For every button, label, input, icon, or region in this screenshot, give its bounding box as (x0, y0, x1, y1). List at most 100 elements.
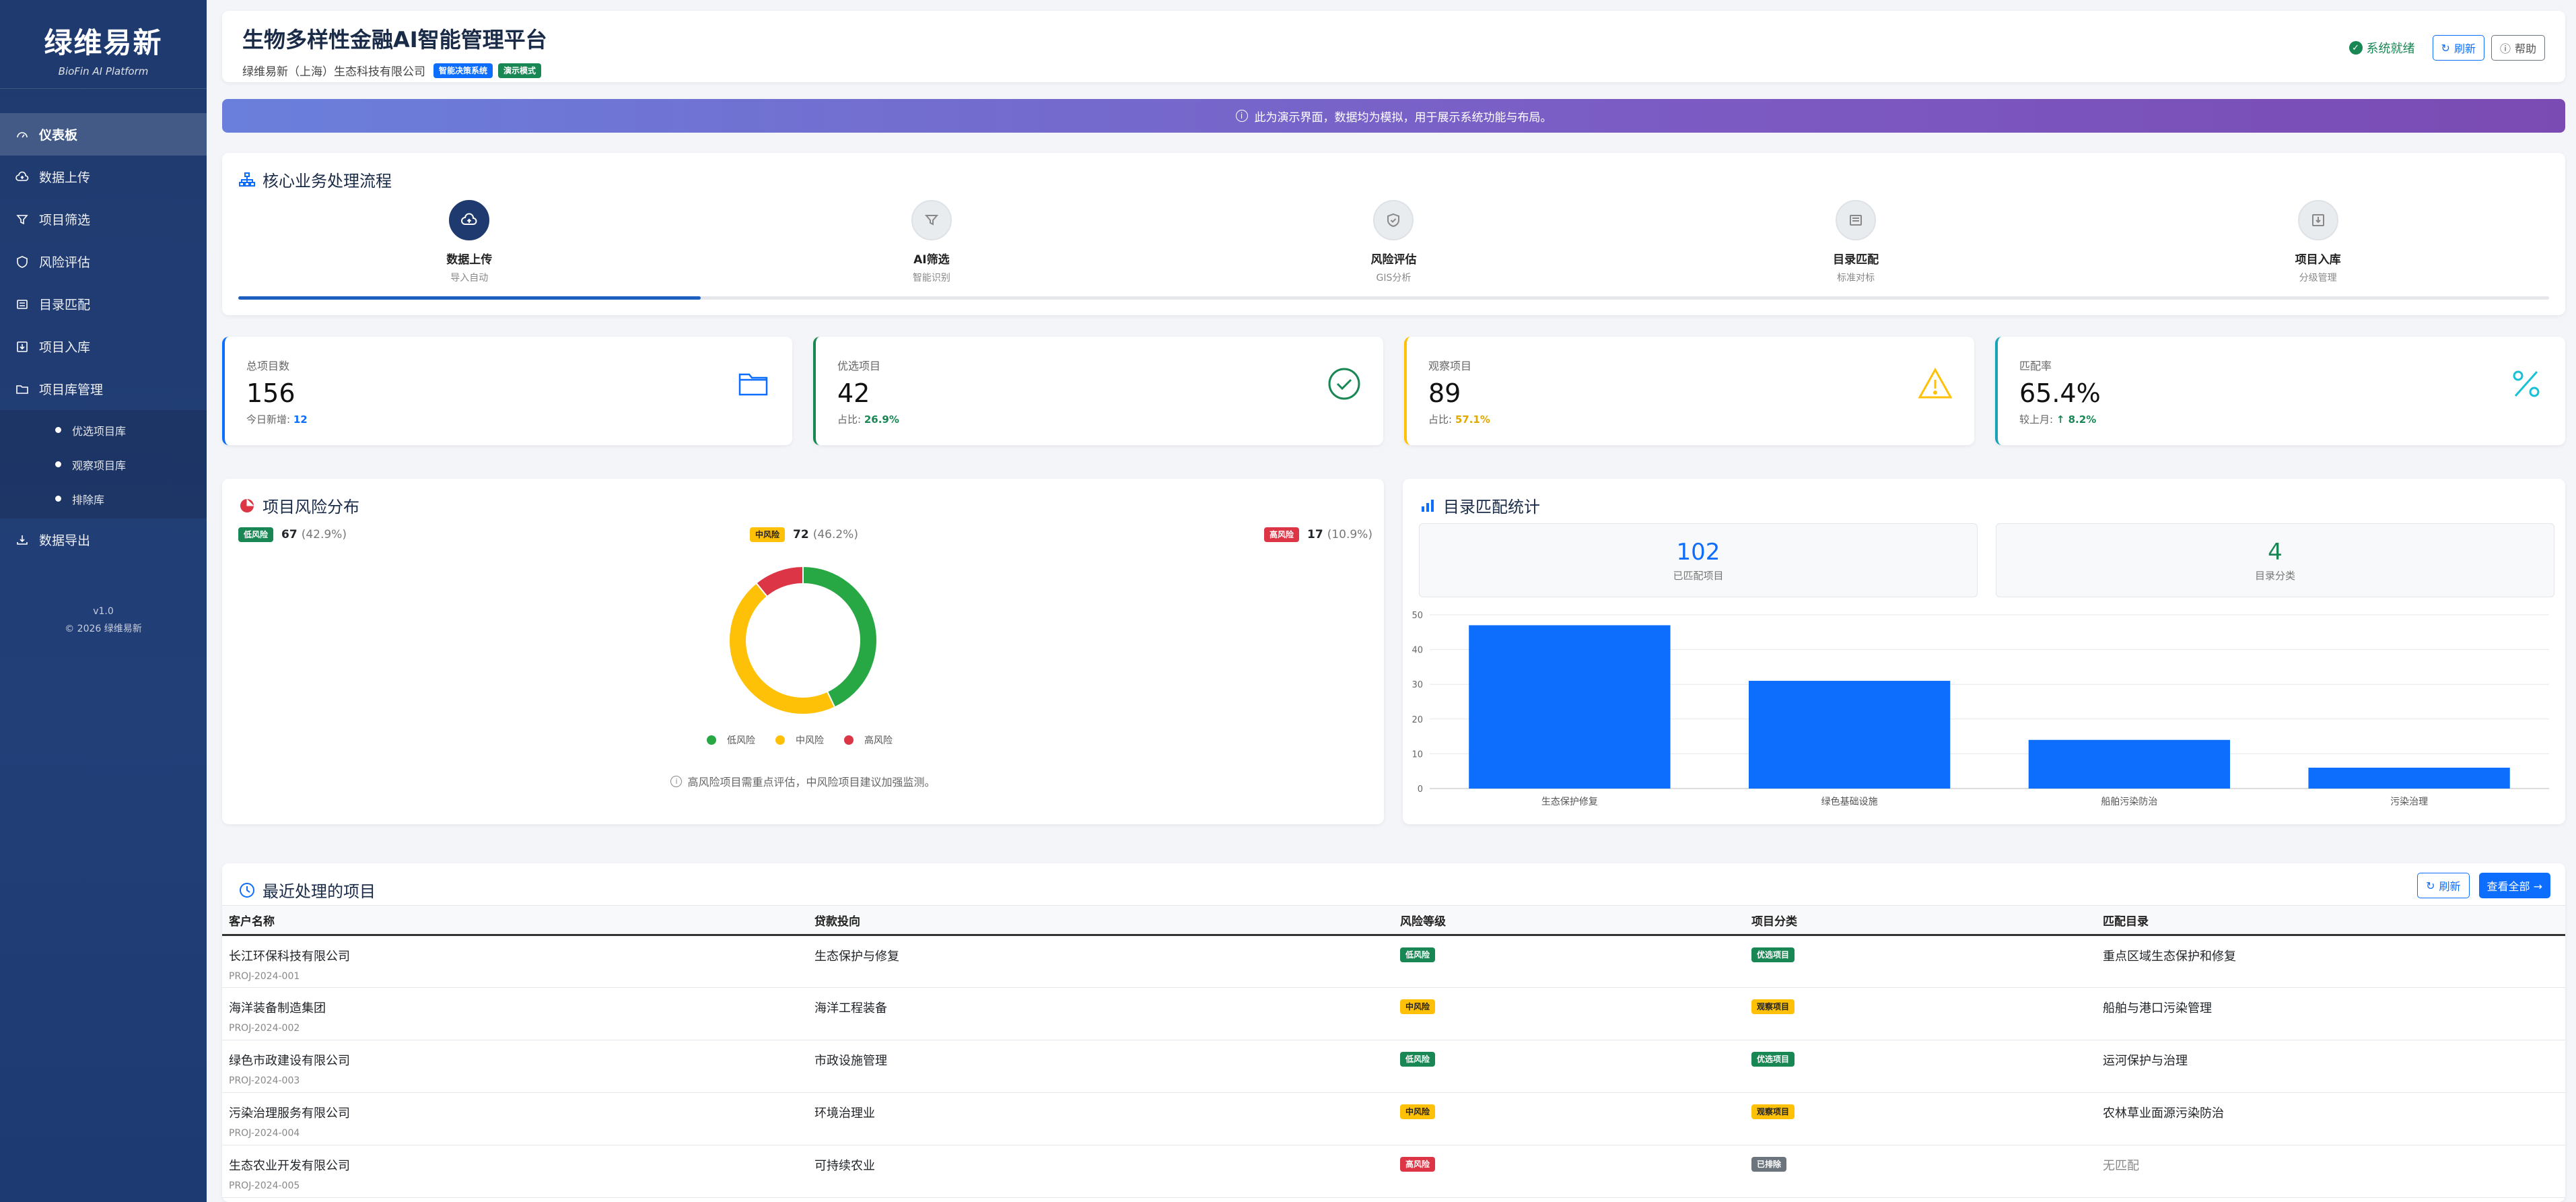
system-status: ✓ 系统就绪 (2348, 39, 2415, 57)
matched-projects-box: 102 已匹配项目 (1419, 523, 1978, 597)
step-desc: 智能识别 (912, 273, 950, 283)
status-text: 系统就绪 (2366, 42, 2415, 56)
sidebar-subnav: 优选项目库 观察项目库 排除库 (0, 410, 207, 519)
check-circle-icon (1328, 368, 1360, 400)
stat-note-prefix: 占比: (837, 413, 864, 426)
help-button[interactable]: ⓘ 帮助 (2491, 35, 2545, 61)
stat-card-preferred: 优选项目 42 占比: 26.9% (813, 337, 1383, 445)
header-actions: ✓ 系统就绪 ↻ 刷新 ⓘ 帮助 (2348, 35, 2545, 61)
help-label: 帮助 (2514, 42, 2536, 55)
refresh-button[interactable]: ↻ 刷新 (2432, 35, 2484, 61)
recent-projects-table: 客户名称 贷款投向 风险等级 项目分类 匹配目录 长江环保科技有限公司 PROJ-… (222, 905, 2565, 1198)
client-name[interactable]: 生态农业开发有限公司 (229, 1159, 350, 1173)
bar-1[interactable] (1748, 681, 1951, 789)
step-ai-filter[interactable]: AI筛选 智能识别 (701, 200, 1163, 284)
sitemap-icon (239, 172, 255, 187)
cell-client: 绿色市政建设有限公司 PROJ-2024-003 (222, 1040, 808, 1093)
step-risk[interactable]: 风险评估 GIS分析 (1162, 200, 1625, 284)
risk-note: i 高风险项目需重点评估，中风险项目建议加强监测。 (222, 773, 1384, 789)
donut-slice-0[interactable] (802, 565, 878, 708)
column-header[interactable]: 客户名称 (222, 905, 808, 936)
bullet-icon (55, 496, 61, 502)
y-tick-label: 30 (1412, 680, 1423, 690)
sidebar-subitem-preferred[interactable]: 优选项目库 (0, 413, 207, 447)
client-name[interactable]: 绿色市政建设有限公司 (229, 1054, 350, 1068)
stat-card-watch: 观察项目 89 占比: 57.1% (1404, 337, 1974, 445)
cell-category: 观察项目 (1745, 1092, 2096, 1145)
cell-category: 优选项目 (1745, 1040, 2096, 1093)
step-match[interactable]: 目录匹配 标准对标 (1625, 200, 2087, 284)
sidebar-subitem-excluded[interactable]: 排除库 (0, 481, 207, 516)
list-icon (15, 297, 30, 312)
table-row[interactable]: 长江环保科技有限公司 PROJ-2024-001 生态保护与修复 低风险 优选项目 重点区… (222, 935, 2565, 988)
y-tick-label: 10 (1412, 749, 1423, 760)
sidebar-item-filter[interactable]: 项目筛选 (0, 198, 207, 240)
sidebar-item-upload[interactable]: 数据上传 (0, 156, 207, 198)
client-name[interactable]: 海洋装备制造集团 (229, 1001, 326, 1015)
donut-slice-2[interactable] (755, 565, 804, 598)
table-row[interactable]: 生态农业开发有限公司 PROJ-2024-005 可持续农业 高风险 已排除 无匹配 (222, 1145, 2565, 1198)
check-circle-icon: ✓ (2348, 41, 2363, 55)
risk-badge: 高风险 (1264, 527, 1300, 542)
column-header[interactable]: 匹配目录 (2096, 905, 2565, 936)
sidebar-item-match[interactable]: 目录匹配 (0, 283, 207, 325)
cell-loan: 生态保护与修复 (808, 935, 1393, 988)
stat-note: 今日新增: 12 (246, 412, 308, 426)
legend-item-low: 低风险 (707, 733, 762, 747)
x-tick-label: 船舶污染防治 (2101, 797, 2157, 807)
system-badge: 智能决策系统 (433, 63, 493, 78)
sidebar-subitem-watch[interactable]: 观察项目库 (0, 447, 207, 481)
refresh-label: 刷新 (2453, 42, 2476, 55)
refresh-label: 刷新 (2439, 880, 2461, 893)
bar-3[interactable] (2308, 768, 2510, 789)
sidebar-item-storage[interactable]: 项目入库 (0, 325, 207, 368)
sidebar-item-label: 风险评估 (39, 255, 91, 270)
info-icon: i (670, 775, 683, 787)
stat-value: 42 (837, 378, 870, 408)
donut-slice-1[interactable] (728, 582, 836, 715)
column-header[interactable]: 贷款投向 (808, 905, 1393, 936)
refresh-table-button[interactable]: ↻ 刷新 (2417, 873, 2470, 898)
sidebar-item-export[interactable]: 数据导出 (0, 519, 207, 561)
legend-dot (844, 735, 854, 745)
sidebar-item-label: 目录匹配 (39, 298, 91, 312)
bar-chart-icon (1422, 499, 1434, 512)
step-storage[interactable]: 项目入库 分级管理 (2087, 200, 2549, 284)
bar-2[interactable] (2028, 739, 2231, 789)
x-tick-label: 污染治理 (2390, 797, 2428, 807)
risk-count: 72 (793, 528, 809, 541)
dashboard-icon (15, 127, 30, 142)
bullet-icon (55, 461, 61, 467)
bar-0[interactable] (1469, 625, 1671, 789)
project-id: PROJ-2024-001 (229, 971, 300, 982)
client-name[interactable]: 污染治理服务有限公司 (229, 1106, 350, 1121)
stat-card-match-rate: 匹配率 65.4% 较上月: ↑ 8.2% (1995, 337, 2565, 445)
step-label: 项目入库 (2295, 253, 2341, 267)
risk-level-badge: 中风险 (1400, 1104, 1436, 1119)
category-badge: 观察项目 (1751, 999, 1795, 1014)
column-header[interactable]: 风险等级 (1393, 905, 1745, 936)
sidebar-item-dashboard[interactable]: 仪表板 (0, 113, 207, 156)
catalog-match-card: 目录匹配统计 102 已匹配项目 4 目录分类 0 10 20 30 40 50 生态保护修… (1403, 479, 2565, 824)
step-upload[interactable]: 数据上传 导入自动 (238, 200, 701, 284)
sidebar-item-label: 数据上传 (39, 170, 91, 185)
step-circle (2297, 200, 2338, 240)
category-badge: 已排除 (1751, 1157, 1787, 1172)
client-name[interactable]: 长江环保科技有限公司 (229, 949, 350, 964)
sidebar-item-risk[interactable]: 风险评估 (0, 240, 207, 283)
table-row[interactable]: 绿色市政建设有限公司 PROJ-2024-003 市政设施管理 低风险 优选项目 运河保护… (222, 1040, 2565, 1093)
section-title: 目录匹配统计 (1419, 494, 1540, 517)
filter-icon (924, 215, 939, 226)
sidebar-item-library[interactable]: 项目库管理 (0, 368, 207, 410)
cell-catalog: 无匹配 (2096, 1145, 2565, 1198)
risk-high-summary: 高风险 17 (10.9%) (1264, 527, 1372, 542)
column-header[interactable]: 项目分类 (1745, 905, 2096, 936)
banner-text: 此为演示界面，数据均为模拟，用于展示系统功能与布局。 (1254, 110, 1552, 125)
cell-catalog: 重点区域生态保护和修复 (2096, 935, 2565, 988)
sidebar-item-label: 仪表板 (39, 128, 78, 143)
table-row[interactable]: 污染治理服务有限公司 PROJ-2024-004 环境治理业 中风险 观察项目 农林草业面… (222, 1092, 2565, 1145)
table-row[interactable]: 海洋装备制造集团 PROJ-2024-002 海洋工程装备 中风险 观察项目 船舶与港口污… (222, 987, 2565, 1040)
step-circle (1836, 200, 1877, 240)
process-progress-fill (238, 296, 701, 300)
view-all-button[interactable]: 查看全部 → (2478, 873, 2550, 898)
